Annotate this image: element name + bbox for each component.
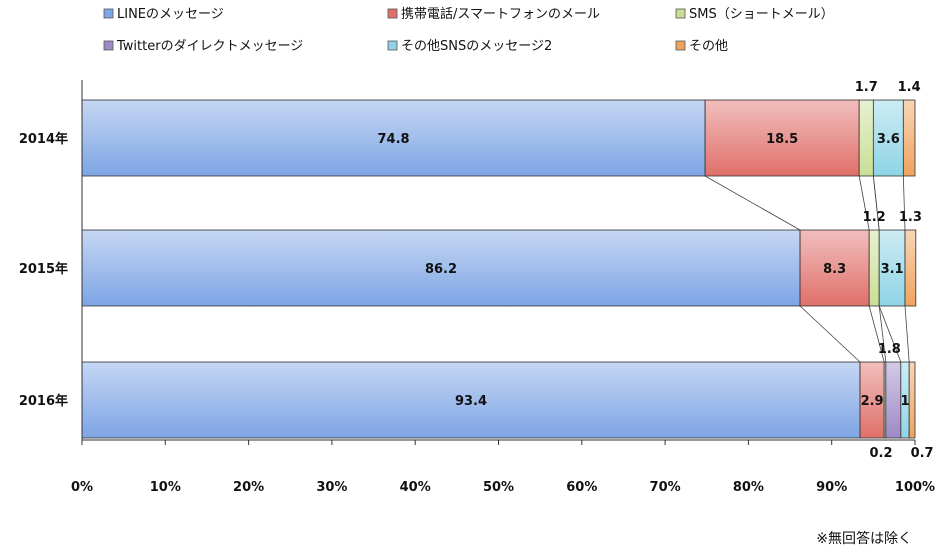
data-label: 2.9 xyxy=(861,394,884,409)
bar-segment-shine xyxy=(800,230,869,306)
series-line xyxy=(878,305,887,363)
bar-segment-shine xyxy=(82,362,860,438)
bar-segment-shine xyxy=(879,230,905,306)
bar-segment-shine xyxy=(901,362,909,438)
data-label: 3.6 xyxy=(877,132,900,147)
bar-segment-shine xyxy=(859,100,873,176)
bar-segment-shine xyxy=(886,362,901,438)
bar-segment-shine xyxy=(869,230,879,306)
legend-swatch xyxy=(387,8,398,19)
category-label: 2016年 xyxy=(19,393,68,409)
series-line xyxy=(902,175,906,231)
x-tick-label: 10% xyxy=(150,480,181,495)
data-label: 1 xyxy=(900,394,909,409)
legend-label: その他SNSのメッセージ2 xyxy=(401,39,552,54)
legend-swatch xyxy=(103,8,114,19)
x-tick-label: 80% xyxy=(733,480,764,495)
series-line xyxy=(868,305,885,363)
x-tick-label: 30% xyxy=(316,480,347,495)
data-label: 0.7 xyxy=(911,446,934,461)
legend-swatch xyxy=(675,40,686,51)
legend-swatch xyxy=(387,40,398,51)
bar-segment-shine xyxy=(884,362,886,438)
series-line xyxy=(878,305,902,363)
data-label: 1.3 xyxy=(899,210,922,225)
bar-segment-shine xyxy=(905,230,916,306)
series-line xyxy=(904,305,910,363)
x-tick-label: 70% xyxy=(650,480,681,495)
data-label: 74.8 xyxy=(378,132,410,147)
category-label: 2014年 xyxy=(19,131,68,147)
x-tick-label: 50% xyxy=(483,480,514,495)
legend-label: SMS（ショートメール） xyxy=(689,7,834,22)
data-label: 1.4 xyxy=(898,80,921,95)
data-label: 3.1 xyxy=(881,262,904,277)
data-label: 1.8 xyxy=(878,342,901,357)
series-connector-lines xyxy=(704,175,910,363)
bar-segment-shine xyxy=(909,362,915,438)
x-tick-label: 90% xyxy=(816,480,847,495)
legend-label: Twitterのダイレクトメッセージ xyxy=(116,39,303,54)
footnote: ※無回答は除く xyxy=(816,531,912,547)
bar-segment-shine xyxy=(860,362,884,438)
series-line xyxy=(872,175,880,231)
category-label: 2015年 xyxy=(19,261,68,277)
data-label: 93.4 xyxy=(455,394,487,409)
data-label: 1.7 xyxy=(855,80,878,95)
data-labels: 74.8 18.5 1.7 3.6 1.4 86.2 8.3 1.2 3.1 1.3 93.4 2.9… xyxy=(378,80,934,461)
data-label: 86.2 xyxy=(425,262,457,277)
legend-swatch xyxy=(675,8,686,19)
x-tick-label: 100% xyxy=(895,480,935,495)
x-axis: 0% 10% 20% 30% 40% 50% 60% 70% 80% 90% 100% xyxy=(71,80,935,495)
x-tick-label: 0% xyxy=(71,480,93,495)
bar-segment-shine xyxy=(873,100,903,176)
legend-label: その他 xyxy=(689,39,728,54)
series-line xyxy=(858,175,870,231)
x-tick-label: 60% xyxy=(566,480,597,495)
data-label: 0.2 xyxy=(869,446,892,461)
legend: LINEのメッセージ 携帯電話/スマートフォンのメール SMS（ショートメール） Tw… xyxy=(103,6,834,54)
series-line xyxy=(704,175,801,231)
data-label: 8.3 xyxy=(823,262,846,277)
bar-segment-shine xyxy=(82,100,705,176)
x-tick-label: 40% xyxy=(400,480,431,495)
x-tick-label: 20% xyxy=(233,480,264,495)
data-label: 18.5 xyxy=(766,132,798,147)
bars xyxy=(81,99,917,439)
data-label: 1.2 xyxy=(863,210,886,225)
legend-swatch xyxy=(103,40,114,51)
legend-label: LINEのメッセージ xyxy=(117,7,224,22)
category-axis: 2014年 2015年 2016年 xyxy=(19,131,68,409)
legend-label: 携帯電話/スマートフォンのメール xyxy=(401,6,600,22)
bar-segment-shine xyxy=(903,100,915,176)
bar-segment-shine xyxy=(705,100,859,176)
bar-segment-shine xyxy=(82,230,800,306)
series-line xyxy=(799,305,861,363)
